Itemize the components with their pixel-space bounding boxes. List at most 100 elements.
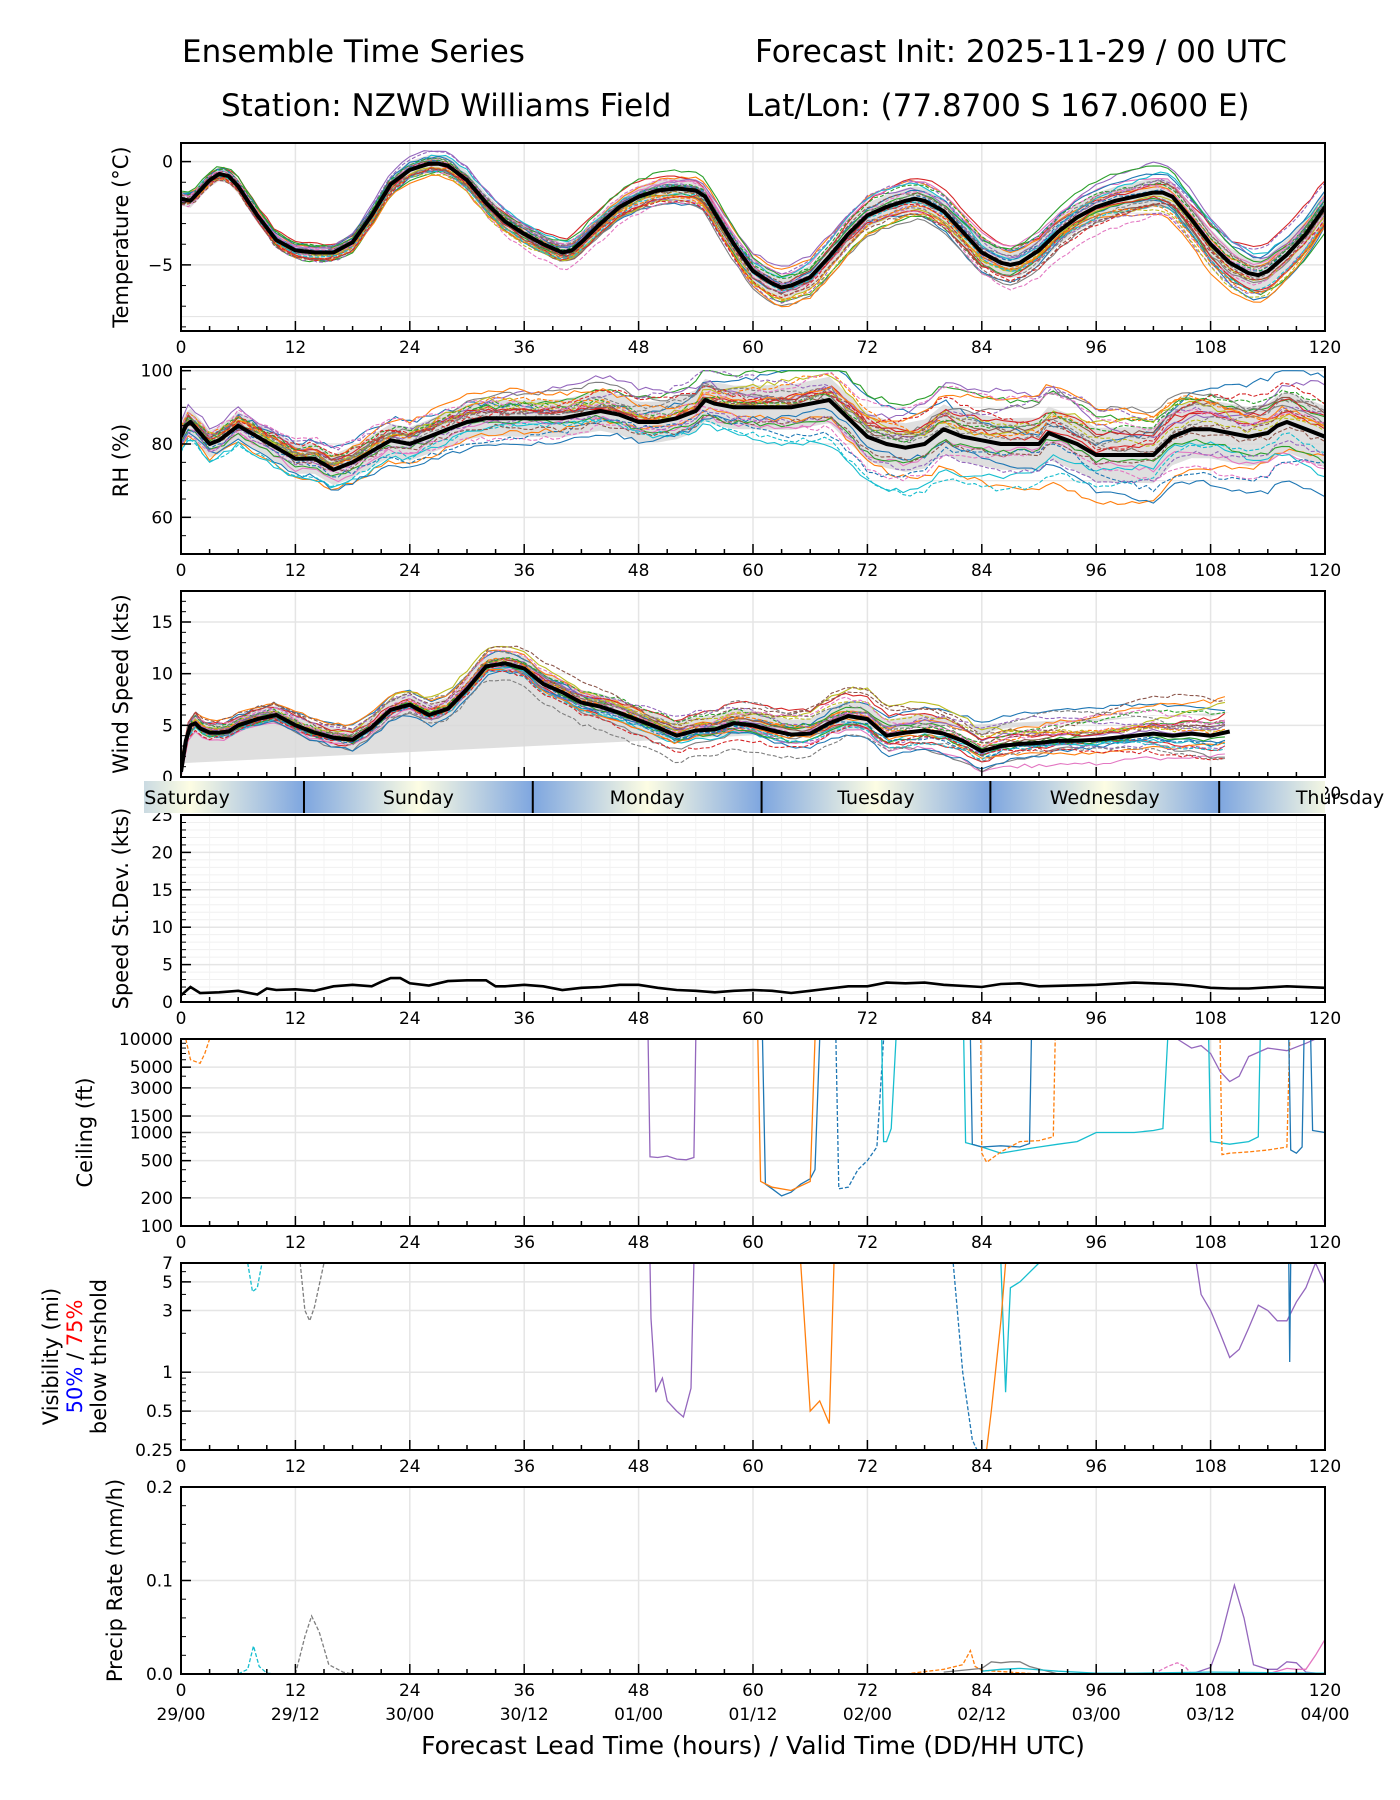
x-tick-label: 72 [857,338,879,358]
ensemble-member-line [181,407,1325,504]
x-tick-label: 12 [285,1457,307,1477]
x-tick-label-valid: 04/00 [1301,1705,1350,1725]
series-line-member-cyan-long [963,1039,1169,1154]
series-line-member-orange-dashed-late [1219,1039,1291,1156]
y-axis-label: Temperature (°C) [109,146,133,328]
day-label-thursday: Thursday [1295,787,1384,809]
x-tick-label: 108 [1194,561,1226,581]
ensemble-member-line [181,382,1325,456]
ensemble-member-line [181,159,1325,278]
x-tick-label: 0 [176,338,187,358]
series-line-member-blue-60s [761,1039,821,1197]
y-axis-label: RH (%) [109,424,133,497]
plot-area [181,370,1325,505]
series-line-member-purple-late [1176,1039,1325,1083]
ensemble-member-line [181,168,1325,296]
y-axis-label-thresholds: 50% / 75% [63,1300,87,1414]
series-line-Speed St.Dev. [181,976,1325,997]
series-line-member-blue-late [1288,1039,1325,1155]
x-tick-label: 72 [857,1009,879,1029]
panel-visibility: 0 12 24 36 48 60 72 84 96 108 120 0.25 0.5 1 3 57 Visibi… [39,1254,1341,1477]
day-label-tuesday: Tuesday [836,787,914,809]
y-tick-label: 7 [162,1254,173,1274]
y-tick-label: 0 [162,153,173,173]
series-line-member-cyan-dashed [247,1263,263,1293]
x-tick-label: 48 [628,1233,650,1253]
x-tick-label: 36 [513,338,535,358]
y-axis-label: Speed St.Dev. (kts) [109,808,133,1010]
y-tick-label: 0.25 [135,1441,173,1461]
ensemble-member-line [181,665,1225,774]
x-tick-label: 96 [1085,338,1107,358]
x-tick-label: 96 [1085,561,1107,581]
x-tick-label: 0 [176,561,187,581]
plot-area [181,976,1325,997]
day-band-segment [532,781,762,813]
threshold-label-part: 50% [63,1367,87,1414]
x-tick-label-valid: 29/12 [271,1705,320,1725]
series-line-member-gray [943,1661,1059,1674]
y-tick-label: 60 [151,508,173,528]
series-line-member-cyan-80s [1000,1263,1040,1393]
x-tick-label: 48 [628,561,650,581]
y-axis-label-line3: below thrshold [87,1279,111,1434]
x-tick-label: 0 [176,1457,187,1477]
x-tick-label: 120 [1309,1009,1341,1029]
ensemble-member-line [181,649,1226,760]
y-tick-label: 15 [151,881,173,901]
x-tick-label: 72 [857,1457,879,1477]
x-tick-label: 96 [1085,1457,1107,1477]
forecast-init: Forecast Init: 2025-11-29 / 00 UTC [755,34,1287,70]
x-tick-label: 84 [971,338,993,358]
x-tick-label-valid: 30/00 [385,1705,434,1725]
x-tick-label: 12 [285,338,307,358]
plot-area [181,150,1325,308]
series-line-member-pink [1267,1639,1325,1674]
x-tick-label: 84 [971,561,993,581]
x-tick-label: 96 [1085,1681,1107,1701]
x-tick-label: 120 [1309,561,1341,581]
ensemble-member-line [181,409,1325,493]
ensemble-member-line [181,661,1226,770]
series-line-member-purple [647,1039,697,1161]
y-tick-label: 5 [162,1273,173,1293]
x-tick-label: 36 [513,561,535,581]
y-tick-label: 100 [141,362,173,382]
ensemble-member-line [181,372,1325,467]
panel-temperature: 0 12 24 36 48 60 72 84 96 108 120 0 −5 Temperature (°… [109,142,1341,358]
x-tick-label: 84 [971,1233,993,1253]
ensemble-member-line [181,413,1325,473]
x-tick-label: 36 [513,1233,535,1253]
y-tick-label: 3 [162,1302,173,1322]
ensemble-member-line [181,650,1226,766]
x-tick-label-valid: 30/12 [500,1705,549,1725]
y-tick-label: 80 [151,435,173,455]
x-tick-label-valid: 01/00 [614,1705,663,1725]
ensemble-member-line [181,150,1325,275]
ensemble-member-line [181,370,1325,451]
day-label-monday: Monday [610,787,685,809]
series-line-member-cyan [981,1667,1325,1674]
y-tick-label: 5 [162,716,173,736]
plot-area [181,645,1231,777]
y-tick-label: 0.5 [146,1402,173,1422]
y-tick-label: 1500 [130,1107,173,1127]
x-tick-label: 96 [1085,1009,1107,1029]
series-line-member-orange-dashed-80s [980,1039,1056,1164]
plot-area [237,1582,1325,1674]
x-tick-label: 108 [1194,1457,1226,1477]
chart-title: Ensemble Time Series [182,34,525,70]
x-tick-label: 36 [513,1457,535,1477]
x-tick-label: 60 [742,1681,764,1701]
y-tick-label: 15 [151,613,173,633]
day-band-segment [144,781,304,813]
y-tick-label: 0.0 [146,1665,173,1685]
x-tick-label-valid: 02/00 [843,1705,892,1725]
x-tick-label: 24 [399,1457,421,1477]
series-line-member-gray-dashed [294,1614,353,1674]
day-label-saturday: Saturday [144,787,230,809]
ensemble-member-line [181,659,1226,768]
series-line-member-purple [1191,1582,1325,1674]
x-tick-label: 108 [1194,338,1226,358]
ensemble-member-line [181,679,1225,776]
